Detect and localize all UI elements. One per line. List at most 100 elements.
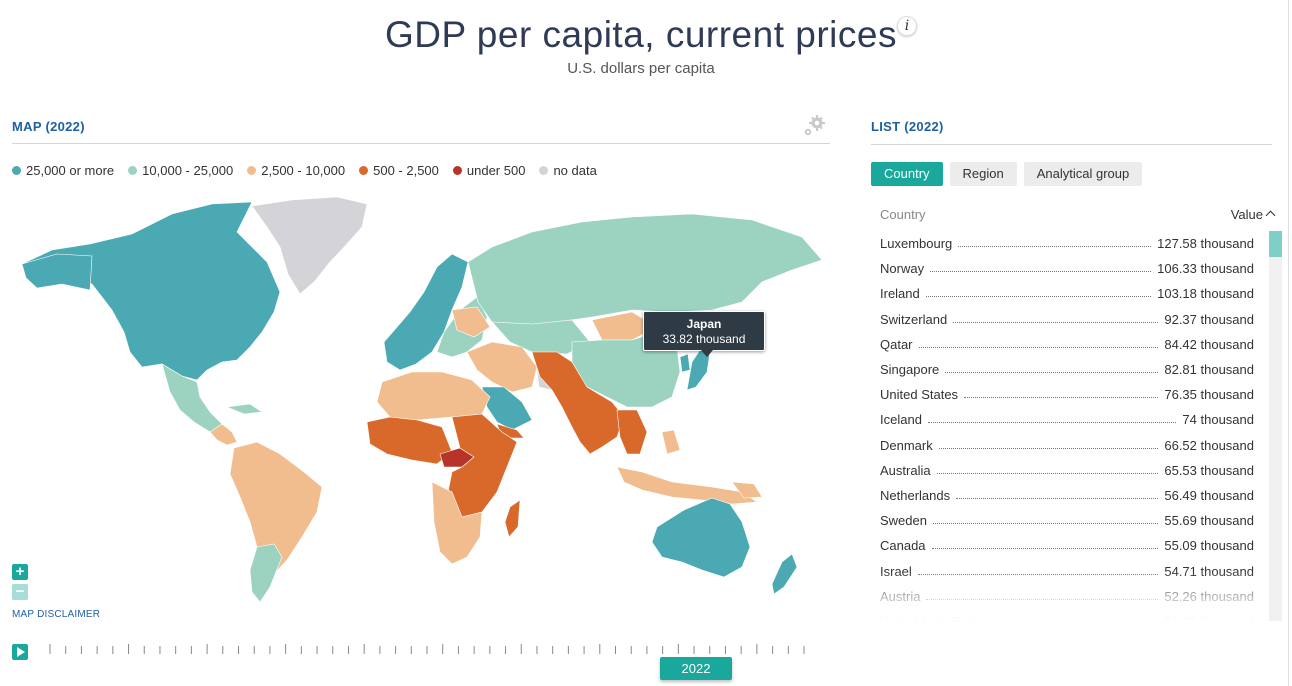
list-item-value: 54.71 thousand: [1164, 563, 1254, 579]
list-item-value: 66.52 thousand: [1164, 437, 1254, 453]
column-country[interactable]: Country: [880, 207, 926, 222]
list-item[interactable]: Qatar 84.42 thousand: [880, 332, 1254, 357]
list-item-value: 52.26 thousand: [1164, 588, 1254, 604]
page-title: GDP per capita, current prices: [385, 14, 897, 55]
list-item-value: 56.49 thousand: [1164, 487, 1254, 503]
region-greenland[interactable]: [251, 196, 368, 295]
tooltip-country: Japan: [686, 317, 722, 331]
list-item[interactable]: Sweden 55.69 thousand: [880, 508, 1254, 533]
map-panel-title: MAP (2022): [12, 119, 85, 134]
list-item-leader: [936, 472, 1159, 474]
list-item-value: 51.31 thousand: [1158, 614, 1254, 621]
list-item-leader: [964, 397, 1159, 399]
tab-country[interactable]: Country: [871, 162, 943, 186]
map-header: MAP (2022): [12, 112, 830, 144]
world-map[interactable]: [12, 192, 830, 607]
page-header: GDP per capita, current prices i U.S. do…: [0, 14, 1282, 77]
info-icon[interactable]: i: [897, 16, 917, 36]
list-item-leader: [931, 548, 1159, 550]
region-west-africa[interactable]: [366, 416, 453, 465]
list-item[interactable]: Norway 106.33 thousand: [880, 256, 1254, 281]
scrollbar-thumb[interactable]: [1269, 231, 1282, 257]
region-western-europe[interactable]: [383, 253, 469, 371]
region-ukraine[interactable]: [451, 306, 491, 338]
list-scrollbar[interactable]: [1269, 231, 1282, 621]
country-list: Luxembourg 127.58 thousand Norway 106.33 th…: [880, 231, 1254, 621]
legend-item[interactable]: 25,000 or more: [12, 163, 114, 178]
list-item[interactable]: Luxembourg 127.58 thousand: [880, 231, 1254, 256]
list-header: LIST (2022): [871, 112, 1272, 145]
region-caribbean[interactable]: [225, 403, 263, 415]
region-indonesia[interactable]: [616, 466, 758, 505]
list-item-value: 82.81 thousand: [1164, 362, 1254, 378]
region-australia[interactable]: [651, 497, 751, 578]
zoom-out-button[interactable]: −: [12, 584, 28, 600]
year-timeline-slider[interactable]: [48, 640, 808, 660]
list-item[interactable]: Israel 54.71 thousand: [880, 558, 1254, 583]
list-item-value: 84.42 thousand: [1164, 336, 1254, 352]
tab-analytical-group[interactable]: Analytical group: [1023, 162, 1143, 186]
list-item-country: Israel: [880, 563, 912, 579]
list-item-country: United States: [880, 387, 959, 403]
region-new-zealand[interactable]: [771, 553, 798, 595]
list-item[interactable]: Ireland 103.18 thousand: [880, 281, 1254, 306]
list-item[interactable]: Australia 65.53 thousand: [880, 458, 1254, 483]
list-item-leader: [926, 598, 1159, 600]
legend-dot: [128, 166, 138, 175]
region-png[interactable]: [731, 481, 763, 499]
legend-dot: [452, 166, 462, 175]
legend-item[interactable]: 500 - 2,500: [359, 163, 439, 178]
tab-region[interactable]: Region: [949, 162, 1017, 186]
map-tooltip: Japan 33.82 thousand: [643, 311, 765, 357]
region-saudi-gulf[interactable]: [481, 386, 533, 431]
region-central-america[interactable]: [209, 423, 238, 446]
list-item-leader: [927, 422, 1177, 424]
region-southern-africa[interactable]: [431, 481, 483, 565]
legend-dot: [539, 166, 549, 175]
selected-year-badge[interactable]: 2022: [660, 657, 732, 680]
list-item[interactable]: Netherlands 56.49 thousand: [880, 483, 1254, 508]
list-item[interactable]: Switzerland 92.37 thousand: [880, 307, 1254, 332]
region-alaska[interactable]: [21, 253, 93, 291]
region-south-america[interactable]: [229, 441, 323, 575]
legend-item[interactable]: no data: [539, 163, 597, 178]
list-item[interactable]: United States 76.35 thousand: [880, 382, 1254, 407]
list-column-header: Country Value: [880, 207, 1276, 225]
region-north-africa[interactable]: [376, 371, 491, 421]
list-item[interactable]: Canada 55.09 thousand: [880, 533, 1254, 558]
zoom-in-button[interactable]: +: [12, 564, 28, 580]
map-disclaimer-link[interactable]: MAP DISCLAIMER: [12, 609, 101, 620]
region-madagascar[interactable]: [504, 499, 521, 538]
column-value-sort[interactable]: Value: [1231, 207, 1276, 222]
legend-item[interactable]: 2,500 - 10,000: [247, 163, 345, 178]
list-item[interactable]: United Arab Emirates 51.31 thousand: [880, 609, 1254, 621]
play-icon[interactable]: [12, 644, 28, 660]
gear-icon[interactable]: [802, 113, 828, 139]
list-item-country: Canada: [880, 538, 926, 554]
list-item-value: 127.58 thousand: [1157, 236, 1254, 252]
page-edge-divider: [1288, 0, 1289, 686]
list-item-country: Netherlands: [880, 487, 951, 503]
region-southern-cone[interactable]: [249, 543, 283, 603]
list-item-leader: [932, 523, 1159, 525]
region-philippines[interactable]: [661, 429, 681, 455]
list-item[interactable]: Austria 52.26 thousand: [880, 584, 1254, 609]
list-item-value: 55.09 thousand: [1164, 538, 1254, 554]
list-item[interactable]: Singapore 82.81 thousand: [880, 357, 1254, 382]
region-korea[interactable]: [679, 353, 691, 373]
legend-item[interactable]: 10,000 - 25,000: [128, 163, 233, 178]
list-item-value: 65.53 thousand: [1164, 462, 1254, 478]
region-southeast-asia[interactable]: [616, 409, 648, 455]
region-north-america[interactable]: [21, 201, 281, 381]
list-item[interactable]: Iceland 74 thousand: [880, 407, 1254, 432]
list-item-leader: [956, 497, 1159, 499]
legend-item[interactable]: under 500: [452, 163, 525, 178]
list-tabs: Country Region Analytical group: [871, 162, 1143, 186]
list-item-value: 103.18 thousand: [1157, 286, 1254, 302]
list-item[interactable]: Denmark 66.52 thousand: [880, 433, 1254, 458]
region-turkey-iran[interactable]: [466, 341, 538, 393]
list-item-country: Australia: [880, 462, 931, 478]
list-item-country: United Arab Emirates: [880, 614, 1009, 621]
list-item-country: Switzerland: [880, 311, 948, 327]
region-south-asia[interactable]: [531, 351, 625, 455]
